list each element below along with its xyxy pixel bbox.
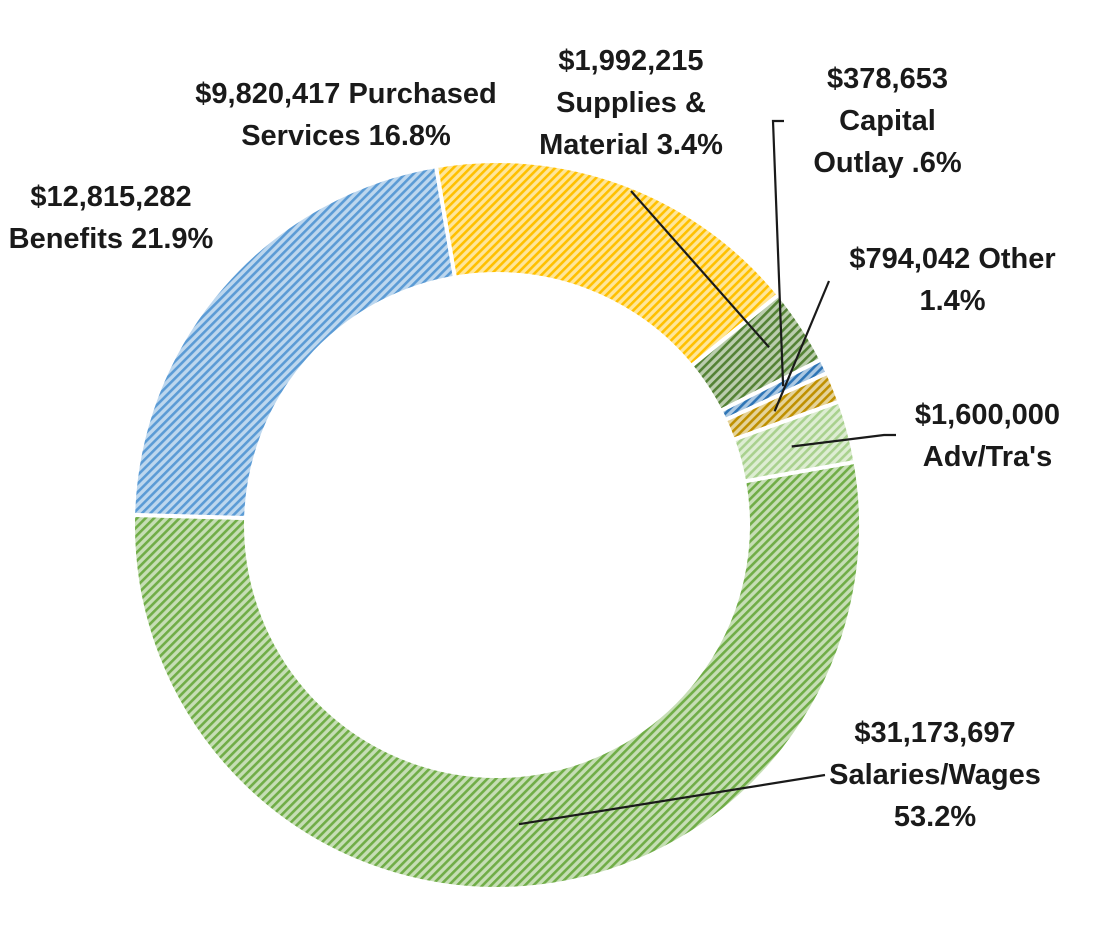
label-supplies-material-value: $1,992,215 — [558, 45, 704, 77]
label-salaries-wages: $31,173,697 Salaries/Wages 53.2% — [815, 712, 1055, 838]
leader-line-adv-tras — [791, 433, 896, 448]
slice-adv-tras — [730, 398, 858, 484]
label-other: $794,042 Other 1.4% — [835, 238, 1070, 322]
label-salaries-wages-value: $31,173,697 — [854, 717, 1016, 749]
label-capital-outlay-value: $378,653 — [827, 63, 948, 95]
label-capital-outlay-pct: Outlay .6% — [813, 147, 962, 179]
slice-salaries-wages — [131, 459, 863, 891]
label-supplies-material-pct: Material 3.4% — [539, 129, 723, 161]
label-salaries-wages-pct: 53.2% — [893, 801, 977, 833]
label-purchased-services-name: Services 16.8% — [241, 120, 451, 152]
leader-line-other — [773, 280, 831, 412]
label-adv-tras-value: $1,600,000 — [914, 399, 1061, 431]
label-other-pct: 1.4% — [919, 285, 986, 317]
leader-line-salaries-wages — [518, 773, 826, 826]
label-adv-tras: $1,600,000 Adv/Tra's — [895, 394, 1080, 478]
label-purchased-services: $9,820,417 Purchased Services 16.8% — [185, 73, 507, 157]
label-supplies-material: $1,992,215 Supplies & Material 3.4% — [525, 40, 737, 166]
label-salaries-wages-name: Salaries/Wages — [829, 759, 1041, 791]
label-benefits: $12,815,282 Benefits 21.9% — [0, 176, 222, 260]
label-other-value: $794,042 Other — [849, 243, 1056, 275]
label-benefits-value: $12,815,282 — [30, 181, 192, 213]
leader-line-capital-outlay — [771, 119, 785, 387]
label-adv-tras-name: Adv/Tra's — [922, 441, 1053, 473]
label-benefits-name: Benefits 21.9% — [8, 223, 214, 255]
label-capital-outlay: $378,653 Capital Outlay .6% — [795, 58, 980, 184]
label-purchased-services-value: $9,820,417 Purchased — [195, 78, 497, 110]
slice-benefits — [131, 163, 458, 521]
label-capital-outlay-name: Capital — [839, 105, 936, 137]
leader-line-supplies-material — [630, 190, 770, 348]
label-supplies-material-name: Supplies & — [556, 87, 706, 119]
